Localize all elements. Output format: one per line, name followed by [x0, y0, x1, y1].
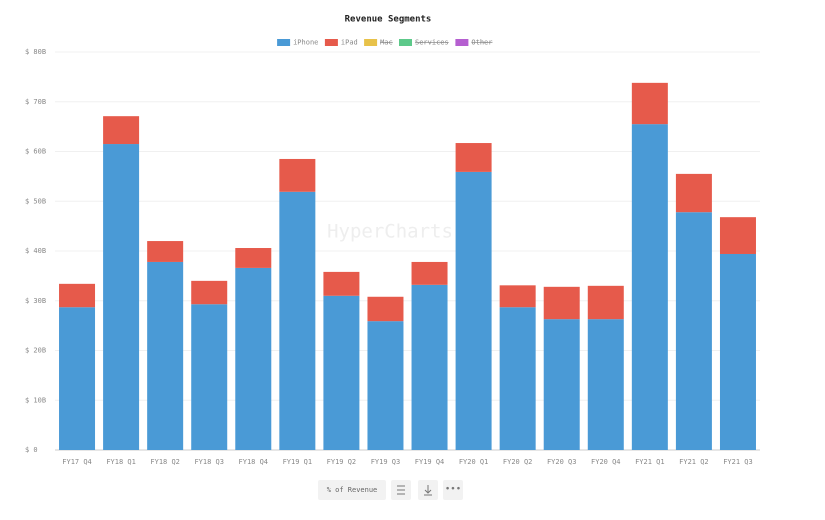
legend-label[interactable]: Other	[471, 39, 492, 47]
bar-segment	[499, 285, 536, 308]
y-tick-label: $ 70B	[25, 98, 46, 106]
list-icon	[397, 485, 405, 495]
x-tick-label: FY18 Q3	[194, 458, 224, 466]
bar-segment	[455, 143, 492, 172]
x-tick-label: FY20 Q1	[459, 458, 489, 466]
chart-title: Revenue Segments	[345, 15, 432, 25]
x-tick-label: FY21 Q2	[679, 458, 709, 466]
bar-segment	[499, 307, 536, 450]
y-tick-label: $ 10B	[25, 396, 46, 404]
legend-swatch[interactable]	[324, 39, 338, 46]
y-tick-label: $ 80B	[25, 48, 46, 56]
bar-segment	[191, 304, 228, 450]
bar-segment	[367, 321, 404, 450]
bar-segment	[323, 271, 360, 296]
bar-segment	[719, 253, 756, 450]
bar-segment	[235, 248, 272, 268]
bar-segment	[675, 173, 712, 213]
button-label[interactable]: % of Revenue	[327, 486, 378, 494]
bar-segment	[367, 296, 404, 322]
x-tick-label: FY18 Q1	[106, 458, 136, 466]
watermark: HyperCharts	[327, 221, 453, 243]
bar-segment	[235, 267, 272, 450]
x-tick-label: FY20 Q2	[503, 458, 533, 466]
legend-swatch[interactable]	[277, 39, 291, 46]
bar-segment	[675, 212, 712, 450]
y-tick-label: $ 30B	[25, 297, 46, 305]
legend-label[interactable]: iPhone	[293, 39, 318, 47]
more-icon: •••	[445, 485, 461, 495]
bar-segment	[631, 124, 668, 450]
x-tick-label: FY18 Q2	[150, 458, 180, 466]
legend-label[interactable]: Services	[415, 39, 449, 47]
bar-segment	[279, 158, 316, 192]
y-tick-label: $ 40B	[25, 247, 46, 255]
x-tick-label: FY19 Q4	[415, 458, 445, 466]
bar-segment	[719, 217, 756, 254]
bar-segment	[147, 261, 184, 450]
bar-segment	[103, 116, 140, 145]
y-tick-label: $ 60B	[25, 148, 46, 156]
bar-segment	[631, 82, 668, 125]
y-tick-label: $ 0	[25, 446, 38, 454]
x-tick-label: FY21 Q3	[723, 458, 753, 466]
bar-segment	[59, 283, 96, 308]
x-tick-label: FY20 Q3	[547, 458, 577, 466]
bar-segment	[455, 171, 492, 450]
y-tick-label: $ 50B	[25, 197, 46, 205]
bar-segment	[191, 280, 228, 305]
bar-segment	[543, 286, 580, 320]
x-tick-label: FY17 Q4	[62, 458, 92, 466]
bar-segment	[411, 284, 448, 450]
x-tick-label: FY20 Q4	[591, 458, 621, 466]
x-tick-label: FY21 Q1	[635, 458, 665, 466]
x-tick-label: FY19 Q3	[371, 458, 401, 466]
legend-label[interactable]: Mac	[380, 39, 393, 47]
bar-segment	[587, 285, 624, 320]
legend-swatch[interactable]	[399, 39, 412, 46]
more-button[interactable]	[443, 480, 463, 500]
x-tick-label: FY19 Q2	[327, 458, 357, 466]
bar-segment	[103, 144, 140, 450]
bar-segment	[411, 261, 448, 285]
y-tick-label: $ 20B	[25, 347, 46, 355]
x-tick-label: FY18 Q4	[239, 458, 269, 466]
legend-label[interactable]: iPad	[341, 39, 358, 47]
bar-segment	[59, 307, 96, 450]
percent-button[interactable]	[318, 480, 386, 500]
x-tick-label: FY19 Q1	[283, 458, 313, 466]
bar-segment	[279, 191, 316, 451]
download-icon	[424, 485, 432, 496]
legend-swatch[interactable]	[455, 39, 469, 46]
bar-segment	[587, 319, 624, 450]
bar-segment	[147, 241, 184, 262]
bar-segment	[323, 295, 360, 450]
legend-swatch[interactable]	[364, 39, 378, 46]
bar-segment	[543, 319, 580, 450]
